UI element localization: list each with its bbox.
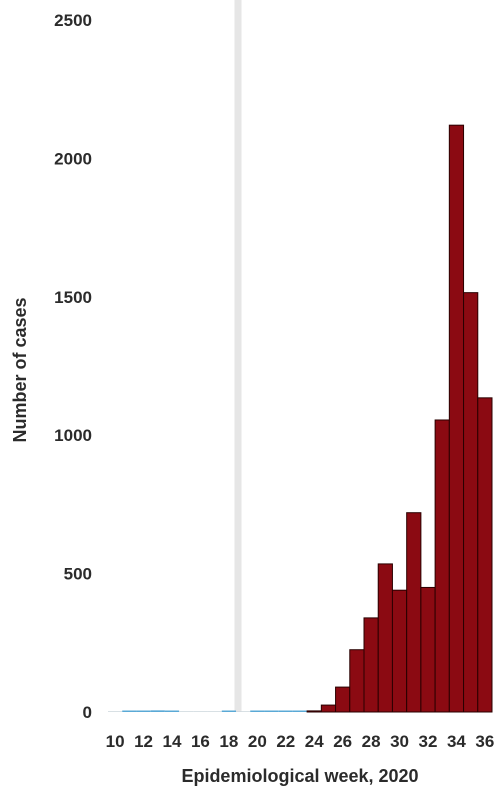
x-tick-label-30: 30 xyxy=(390,732,409,751)
y-tick-label-0: 0 xyxy=(83,703,92,722)
bar-week-19 xyxy=(236,711,251,712)
bar-week-18 xyxy=(221,710,236,712)
y-tick-label-1500: 1500 xyxy=(54,288,92,307)
bar-week-22 xyxy=(278,710,293,712)
x-tick-label-16: 16 xyxy=(191,732,210,751)
x-tick-label-20: 20 xyxy=(248,732,267,751)
x-tick-label-26: 26 xyxy=(333,732,352,751)
bar-week-12 xyxy=(136,710,151,712)
bar-week-15 xyxy=(179,711,194,712)
bar-week-31 xyxy=(406,512,422,713)
x-tick-label-18: 18 xyxy=(219,732,238,751)
bar-week-28 xyxy=(363,617,379,713)
x-tick-label-10: 10 xyxy=(106,732,125,751)
bar-week-13 xyxy=(150,710,165,712)
bar-week-25 xyxy=(320,704,337,713)
x-tick-label-36: 36 xyxy=(475,732,494,751)
bar-week-26 xyxy=(335,686,351,713)
bar-week-17 xyxy=(207,711,222,712)
bar-week-10 xyxy=(108,711,123,712)
bar-week-34 xyxy=(448,124,465,713)
x-axis-ticks: 10 12 14 16 18 20 22 24 26 28 30 32 34 36 xyxy=(106,732,495,751)
bar-week-35 xyxy=(463,292,479,713)
bar-week-24 xyxy=(306,710,322,713)
y-tick-label-2500: 2500 xyxy=(54,11,92,30)
y-axis-ticks: 0 500 1000 1500 2000 2500 xyxy=(54,11,92,722)
bar-week-30 xyxy=(391,589,408,713)
x-tick-label-28: 28 xyxy=(362,732,381,751)
y-tick-label-2000: 2000 xyxy=(54,149,92,168)
x-tick-label-32: 32 xyxy=(419,732,438,751)
bar-week-11 xyxy=(122,710,137,712)
bar-week-21 xyxy=(264,710,279,712)
bar-week-16 xyxy=(193,711,208,712)
bar-week-14 xyxy=(164,710,180,712)
bars-group xyxy=(108,124,493,713)
bar-week-32 xyxy=(420,586,436,713)
bar-week-33 xyxy=(434,419,450,713)
x-tick-label-14: 14 xyxy=(163,732,182,751)
y-tick-label-1000: 1000 xyxy=(54,426,92,445)
x-tick-label-24: 24 xyxy=(305,732,324,751)
bar-week-27 xyxy=(349,649,365,713)
x-tick-label-34: 34 xyxy=(447,732,466,751)
x-axis-title: Epidemiological week, 2020 xyxy=(181,766,418,786)
bar-week-29 xyxy=(377,563,393,713)
y-axis-title: Number of cases xyxy=(10,297,30,442)
x-tick-label-12: 12 xyxy=(134,732,153,751)
bar-week-36 xyxy=(477,397,493,713)
bar-week-20 xyxy=(250,710,265,712)
x-tick-label-22: 22 xyxy=(276,732,295,751)
bar-week-23 xyxy=(292,710,308,712)
y-tick-label-500: 500 xyxy=(64,565,92,584)
